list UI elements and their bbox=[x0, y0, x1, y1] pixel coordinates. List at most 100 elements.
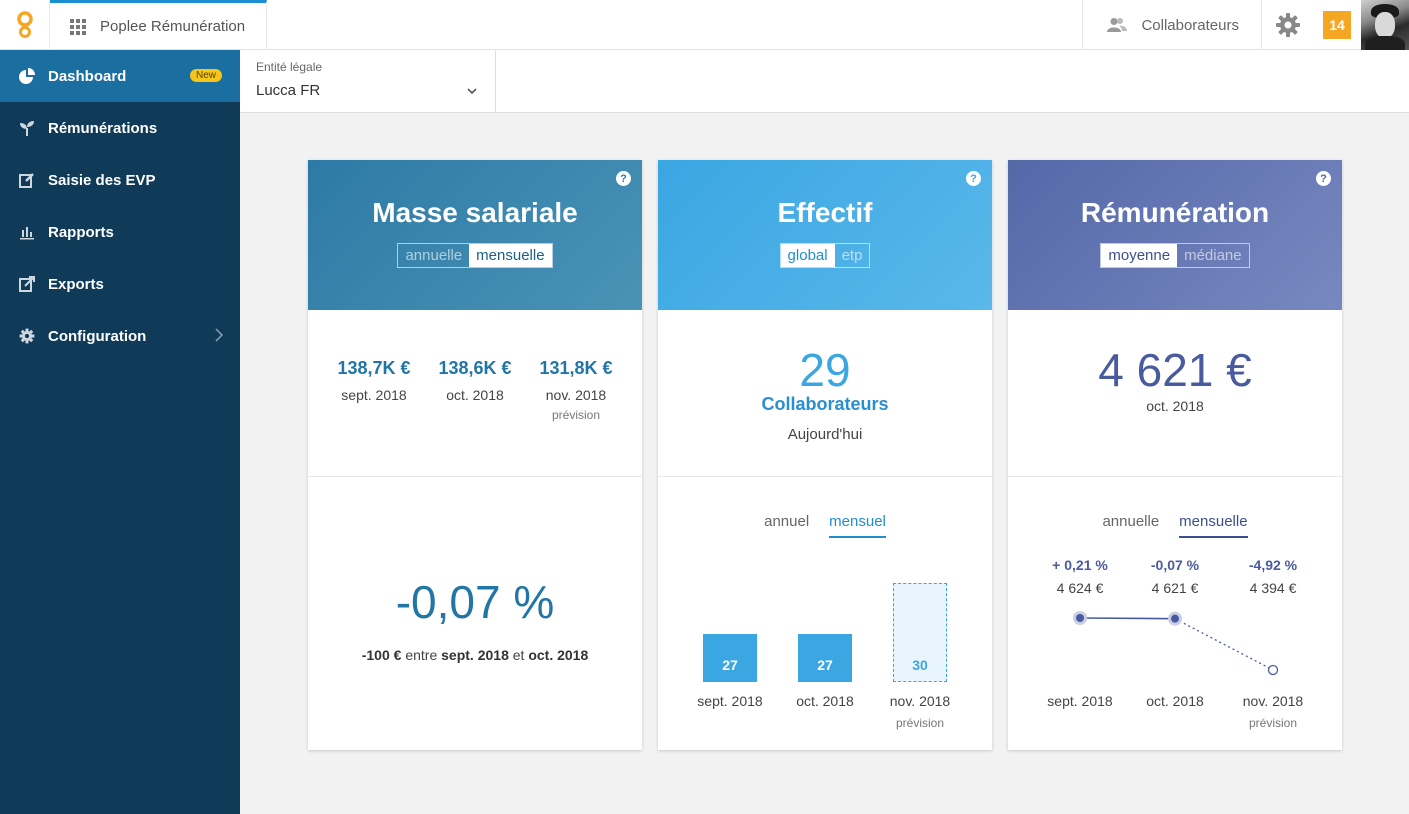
stat-column: 138,7K € sept. 2018 bbox=[324, 358, 424, 403]
edit-icon bbox=[19, 172, 35, 188]
card-line-chart: annuelle mensuelle + 0,21 % 4 624 € sept. … bbox=[1008, 477, 1342, 750]
help-icon[interactable]: ? bbox=[616, 171, 631, 186]
collaborateurs-link[interactable]: Collaborateurs bbox=[1082, 0, 1261, 50]
sidebar-item-label: Rapports bbox=[48, 223, 114, 241]
bar-x-label: sept. 2018 bbox=[697, 693, 763, 709]
tab-mensuel[interactable]: mensuel bbox=[829, 513, 886, 538]
bar-x-label: nov. 2018 bbox=[889, 693, 951, 709]
sidebar-item-exports[interactable]: Exports bbox=[0, 258, 240, 310]
bar-x-sublabel: prévision bbox=[895, 716, 945, 730]
point-value: 4 621 € bbox=[1151, 580, 1199, 596]
toggle-etp[interactable]: etp bbox=[841, 247, 863, 264]
sidebar: Dashboard New Rémunérations Saisie des E… bbox=[0, 50, 240, 814]
stat-toggle: moyenne médiane bbox=[1100, 243, 1250, 268]
card-header: ? Effectif global etp bbox=[658, 160, 992, 310]
toggle-moyenne[interactable]: moyenne bbox=[1101, 244, 1178, 267]
bar bbox=[798, 634, 852, 682]
point-variation: -0,07 % bbox=[1150, 557, 1200, 573]
point-x-label: oct. 2018 bbox=[1146, 693, 1204, 709]
sidebar-item-dashboard[interactable]: Dashboard New bbox=[0, 50, 240, 102]
sidebar-item-label: Saisie des EVP bbox=[48, 171, 156, 189]
variation-amount: -100 € bbox=[361, 647, 402, 663]
stat-value: 138,7K € bbox=[337, 358, 411, 378]
settings-button[interactable] bbox=[1261, 0, 1313, 50]
sidebar-item-label: Configuration bbox=[48, 327, 147, 345]
card-title: Masse salariale bbox=[372, 197, 578, 228]
tab-annuel[interactable]: annuel bbox=[764, 513, 810, 530]
gear-icon bbox=[1275, 13, 1300, 37]
variation-from: sept. 2018 bbox=[441, 647, 509, 663]
sidebar-item-configuration[interactable]: Configuration bbox=[0, 310, 240, 362]
entity-select[interactable]: Entité légale Lucca FR bbox=[240, 50, 496, 113]
point-variation: + 0,21 % bbox=[1052, 557, 1108, 573]
stat-label: oct. 2018 bbox=[446, 387, 504, 403]
pie-chart-icon bbox=[19, 68, 35, 84]
tab-annuelle[interactable]: annuelle bbox=[1102, 513, 1160, 530]
help-icon[interactable]: ? bbox=[966, 171, 981, 186]
toggle-annuelle[interactable]: annuelle bbox=[405, 247, 463, 264]
card-variation: -0,07 % -100 € entre sept. 2018 et oct. … bbox=[308, 477, 642, 750]
data-point bbox=[1076, 614, 1084, 622]
bar-value-label: 27 bbox=[817, 657, 833, 673]
stat-column: 131,8K € nov. 2018 prévision bbox=[526, 358, 626, 422]
variation-percent: -0,07 % bbox=[395, 576, 555, 628]
lucca-logo[interactable] bbox=[0, 0, 50, 50]
filter-bar: Entité légale Lucca FR bbox=[240, 50, 1409, 113]
gear-icon bbox=[19, 328, 35, 344]
chevron-right-icon bbox=[215, 328, 223, 342]
entity-value: Lucca FR bbox=[256, 82, 321, 99]
forecast-point bbox=[1267, 664, 1279, 676]
line-chart-svg bbox=[1073, 611, 1279, 676]
headcount-date: Aujourd'hui bbox=[787, 426, 863, 443]
point-x-sublabel: prévision bbox=[1248, 716, 1298, 730]
app-switcher[interactable]: Poplee Rémunération bbox=[50, 0, 267, 50]
forecast-bar bbox=[893, 583, 947, 682]
point-x-label: sept. 2018 bbox=[1047, 693, 1113, 709]
help-icon[interactable]: ? bbox=[1316, 171, 1331, 186]
point-x-label: nov. 2018 bbox=[1242, 693, 1304, 709]
forecast-line-segment bbox=[1174, 618, 1274, 671]
stat-sub: prévision bbox=[551, 408, 601, 422]
card-effectif: ? Effectif global etp 29 Collaborateurs … bbox=[658, 160, 992, 750]
sidebar-item-saisie-evp[interactable]: Saisie des EVP bbox=[0, 154, 240, 206]
new-badge: New bbox=[190, 69, 223, 82]
sprout-icon bbox=[19, 120, 35, 136]
sidebar-item-label: Rémunérations bbox=[48, 119, 158, 137]
card-headcount: 29 Collaborateurs Aujourd'hui bbox=[658, 310, 992, 477]
toggle-mediane[interactable]: médiane bbox=[1184, 247, 1242, 264]
stat-value: 138,6K € bbox=[438, 358, 512, 378]
period-toggle: annuelle mensuelle bbox=[397, 243, 553, 268]
top-bar: Poplee Rémunération Collaborateurs bbox=[0, 0, 1409, 50]
card-title: Rémunération bbox=[1080, 197, 1270, 228]
user-avatar[interactable] bbox=[1361, 0, 1409, 50]
users-icon bbox=[1107, 18, 1128, 32]
variation-between: entre bbox=[405, 647, 438, 663]
stat-value: 131,8K € bbox=[539, 358, 613, 378]
line-segment bbox=[1079, 617, 1176, 620]
bar-chart-icon bbox=[19, 224, 35, 240]
sidebar-item-label: Dashboard bbox=[48, 67, 127, 85]
notifications-badge[interactable]: 14 bbox=[1323, 11, 1351, 39]
data-point bbox=[1171, 614, 1179, 623]
headcount-value: 29 bbox=[799, 344, 851, 396]
sidebar-item-remunerations[interactable]: Rémunérations bbox=[0, 102, 240, 154]
point-variation: -4,92 % bbox=[1248, 557, 1298, 573]
point-value: 4 394 € bbox=[1249, 580, 1297, 596]
toggle-mensuelle[interactable]: mensuelle bbox=[469, 244, 552, 267]
tab-mensuelle[interactable]: mensuelle bbox=[1179, 513, 1248, 538]
bar bbox=[703, 634, 757, 682]
stat-column: 138,6K € oct. 2018 bbox=[425, 358, 525, 403]
sidebar-item-rapports[interactable]: Rapports bbox=[0, 206, 240, 258]
variation-and: et bbox=[512, 647, 525, 663]
point-value: 4 624 € bbox=[1056, 580, 1104, 596]
collaborateurs-label: Collaborateurs bbox=[1141, 16, 1239, 34]
card-header: ? Masse salariale annuelle mensuelle bbox=[308, 160, 642, 310]
stat-label: sept. 2018 bbox=[341, 387, 407, 403]
remuneration-amount: 4 621 € bbox=[1098, 344, 1252, 396]
headcount-label: Collaborateurs bbox=[761, 394, 889, 414]
toggle-global[interactable]: global bbox=[780, 244, 835, 267]
bar-value-label: 27 bbox=[722, 657, 738, 673]
card-masse-salariale: ? Masse salariale annuelle mensuelle 138… bbox=[308, 160, 642, 750]
bar-value-label: 30 bbox=[912, 657, 928, 673]
sidebar-item-label: Exports bbox=[48, 275, 104, 293]
